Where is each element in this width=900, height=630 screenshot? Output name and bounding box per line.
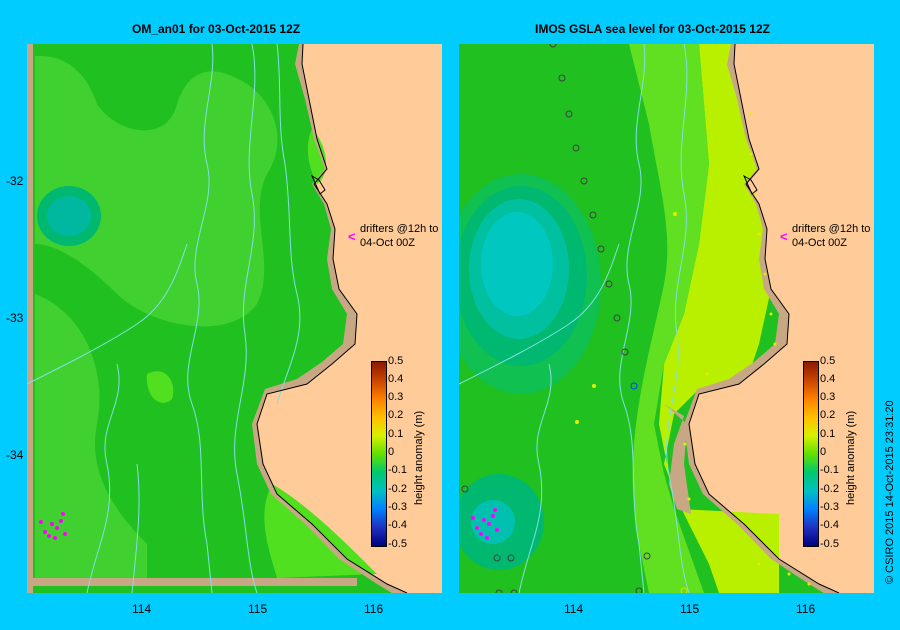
colorbar-tick: -0.3	[388, 501, 407, 513]
colorbar-tick: 0.4	[388, 373, 404, 385]
drifter-arrow-icon: <	[780, 229, 788, 244]
drifter-cluster	[39, 512, 67, 540]
coastline	[310, 174, 326, 195]
drifter-arrow-icon: <	[348, 229, 356, 244]
eddy-teal	[471, 500, 515, 544]
x-tick-label: 116	[364, 602, 384, 616]
colorbar-tick: -0.5	[820, 538, 839, 550]
colorbar-tick: 0.1	[388, 428, 404, 440]
colorbar-tick: 0	[820, 446, 827, 458]
bathymetry-contour	[234, 44, 258, 593]
altimeter-point-yellow	[680, 587, 688, 593]
yellow-green-region	[659, 44, 779, 593]
colorbar-tick: -0.1	[388, 464, 407, 476]
altimeter-dots	[575, 112, 811, 586]
model-frame	[27, 578, 357, 586]
annotation-line: drifters @12h to	[792, 223, 871, 235]
light-green-region	[35, 55, 278, 327]
left-drifter-annotation: drifters @12h to 04-Oct 00Z	[360, 222, 438, 250]
x-tick-label: 114	[132, 602, 152, 616]
light-green-region	[35, 294, 147, 578]
altimeter-point-blue	[630, 382, 638, 390]
right-map-svg	[459, 44, 840, 593]
colorbar-tick: -0.5	[388, 538, 407, 550]
colorbar-tick: -0.2	[820, 483, 839, 495]
annotation-line: 04-Oct 00Z	[792, 237, 848, 249]
x-tick-label: 114	[564, 602, 584, 616]
right-drifter-annotation: drifters @12h to 04-Oct 00Z	[792, 222, 870, 250]
x-tick-label: 115	[248, 602, 268, 616]
colorbar-tick: -0.3	[820, 501, 839, 513]
bathymetry-contour	[187, 44, 214, 593]
bathymetry-contour	[27, 243, 188, 385]
drifter-cluster	[471, 508, 499, 540]
bathymetry-contour	[131, 463, 140, 593]
shelf-band	[664, 404, 691, 514]
colorbar-tick: -0.4	[820, 519, 839, 531]
y-tick-label: -33	[6, 311, 24, 325]
credit-text: © CSIRO 2015 14-Oct-2015 23:31:20	[884, 400, 896, 584]
coastline	[688, 44, 840, 593]
model-frame	[27, 44, 33, 593]
bathymetry-contour	[518, 363, 552, 593]
colorbar-title: height anomaly (m)	[845, 410, 857, 505]
colorbar-tick: 0.5	[388, 355, 404, 367]
colorbar-title: height anomaly (m)	[413, 410, 425, 505]
y-tick-label: -34	[6, 448, 24, 462]
coastline	[256, 44, 408, 593]
bathymetry-contour	[459, 243, 620, 385]
right-panel-title: IMOS GSLA sea level for 03-Oct-2015 12Z	[535, 22, 770, 36]
altimeter-points	[461, 44, 651, 593]
bathymetry-contour	[666, 44, 690, 593]
annotation-line: drifters @12h to	[360, 223, 439, 235]
eddy-teal	[47, 196, 91, 236]
light-green-region	[629, 44, 709, 593]
colorbar-tick: 0.1	[820, 428, 836, 440]
bathymetry-contour	[276, 44, 301, 405]
colorbar-tick: 0.3	[388, 391, 404, 403]
colorbar-tick: -0.2	[388, 483, 407, 495]
annotation-line: 04-Oct 00Z	[360, 237, 416, 249]
left-map	[27, 44, 442, 593]
colorbar-tick: -0.1	[820, 464, 839, 476]
x-tick-label: 115	[680, 602, 700, 616]
x-tick-label: 116	[796, 602, 816, 616]
bathymetry-contour	[86, 363, 120, 593]
coastline	[742, 174, 758, 195]
y-tick-label: -32	[6, 174, 24, 188]
bathymetry-contour	[619, 44, 646, 593]
left-panel-title: OM_an01 for 03-Oct-2015 12Z	[132, 22, 301, 36]
colorbar-tick: 0.2	[388, 409, 404, 421]
light-green-region	[146, 371, 174, 403]
colorbar-tick: 0.2	[820, 409, 836, 421]
left-map-svg	[27, 44, 408, 593]
colorbar-tick: -0.4	[388, 519, 407, 531]
right-colorbar	[803, 361, 819, 547]
colorbar-tick: 0.5	[820, 355, 836, 367]
colorbar-tick: 0.4	[820, 373, 836, 385]
eddy-teal	[481, 212, 553, 316]
left-colorbar	[371, 361, 387, 547]
colorbar-tick: 0.3	[820, 391, 836, 403]
light-green-region	[307, 129, 327, 184]
colorbar-tick: 0	[388, 446, 395, 458]
